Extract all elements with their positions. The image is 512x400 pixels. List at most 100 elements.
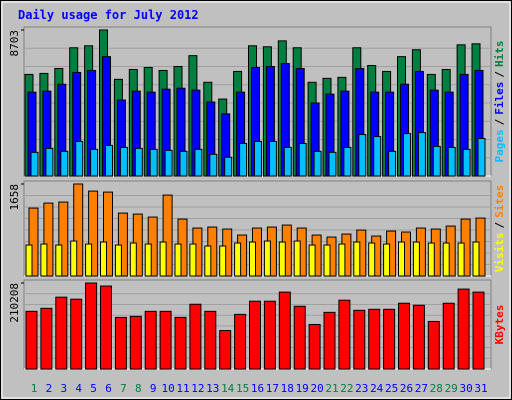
bar xyxy=(45,147,54,177)
bar xyxy=(457,288,470,370)
bar xyxy=(388,150,397,177)
bar xyxy=(263,300,276,370)
bar xyxy=(159,241,167,277)
legend-entry: Sites xyxy=(493,185,506,218)
bar xyxy=(368,308,381,370)
bar xyxy=(209,153,218,177)
bar xyxy=(70,298,83,370)
bar xyxy=(159,310,172,370)
bar xyxy=(174,243,182,277)
bar xyxy=(90,148,99,177)
x-tick-label: 31 xyxy=(474,382,487,395)
bar xyxy=(383,243,391,277)
bar xyxy=(472,291,485,370)
bar xyxy=(219,245,227,277)
bar xyxy=(224,156,233,177)
bar xyxy=(30,151,39,177)
bar xyxy=(442,242,450,277)
bar xyxy=(88,190,99,277)
bar xyxy=(417,132,426,177)
x-tick-label: 5 xyxy=(90,382,97,395)
x-tick-label: 1 xyxy=(31,382,38,395)
bar xyxy=(412,241,420,277)
x-tick-label: 16 xyxy=(251,382,264,395)
bar xyxy=(298,142,307,177)
legend-entry: Visits xyxy=(493,233,506,273)
bar xyxy=(75,140,84,177)
bar xyxy=(40,243,48,277)
bar xyxy=(457,242,465,277)
bar xyxy=(293,240,301,277)
bar xyxy=(403,133,411,177)
bar xyxy=(249,300,261,370)
bar xyxy=(219,330,232,370)
x-tick-label: 14 xyxy=(221,382,235,395)
legend-separator: / xyxy=(493,118,506,125)
x-tick-label: 24 xyxy=(370,382,384,395)
legend: Visits / Sites xyxy=(493,185,506,273)
x-tick-label: 23 xyxy=(355,382,368,395)
bar xyxy=(254,140,262,177)
bar xyxy=(40,307,53,370)
bar xyxy=(119,146,128,177)
x-tick-label: 25 xyxy=(385,382,398,395)
bar xyxy=(85,243,93,277)
x-tick-label: 6 xyxy=(105,382,112,395)
bar xyxy=(194,148,203,177)
bar xyxy=(472,241,480,277)
bar xyxy=(353,241,361,277)
bar xyxy=(114,316,127,370)
bar xyxy=(239,142,248,177)
bar xyxy=(234,313,247,370)
x-tick-label: 19 xyxy=(296,382,309,395)
legend: KBytes xyxy=(493,305,506,345)
bar xyxy=(323,244,331,277)
bar xyxy=(343,146,352,177)
bar xyxy=(268,140,277,177)
x-tick-label: 26 xyxy=(400,382,413,395)
bar xyxy=(25,244,33,277)
bar xyxy=(85,282,98,370)
bar xyxy=(149,148,158,177)
bar xyxy=(43,202,54,277)
bar xyxy=(114,244,122,277)
bar xyxy=(134,147,143,177)
bar xyxy=(353,309,366,370)
bar xyxy=(427,242,435,277)
x-tick-label: 9 xyxy=(150,382,157,395)
x-tick-label: 10 xyxy=(161,382,174,395)
bar xyxy=(100,241,107,277)
bar xyxy=(313,150,322,177)
bar xyxy=(73,183,84,277)
bar xyxy=(70,240,78,277)
bar xyxy=(398,241,405,277)
bar xyxy=(100,285,112,370)
x-tick-label: 15 xyxy=(236,382,249,395)
x-tick-label: 4 xyxy=(75,382,82,395)
bar xyxy=(432,145,441,177)
legend: Pages / Files / Hits xyxy=(493,41,506,163)
y-tick-label: 1658 xyxy=(8,184,21,211)
bar xyxy=(60,150,69,177)
x-tick-label: 3 xyxy=(60,382,67,395)
bar xyxy=(328,151,337,177)
bar xyxy=(477,138,486,177)
bar xyxy=(58,201,69,277)
bar xyxy=(174,316,187,370)
x-tick-label: 29 xyxy=(445,382,458,395)
x-tick-label: 11 xyxy=(176,382,189,395)
legend-entry: Files xyxy=(493,82,506,115)
bar xyxy=(189,303,202,370)
bar xyxy=(263,240,271,277)
bar xyxy=(144,310,157,370)
bar xyxy=(28,207,39,277)
x-tick-label: 8 xyxy=(135,382,142,395)
bar xyxy=(283,146,292,177)
bar xyxy=(129,242,137,277)
bar xyxy=(338,299,351,370)
bar xyxy=(278,241,286,277)
bar xyxy=(25,310,38,370)
bar xyxy=(323,311,336,370)
x-tick-label: 18 xyxy=(281,382,294,395)
bar xyxy=(368,242,376,277)
